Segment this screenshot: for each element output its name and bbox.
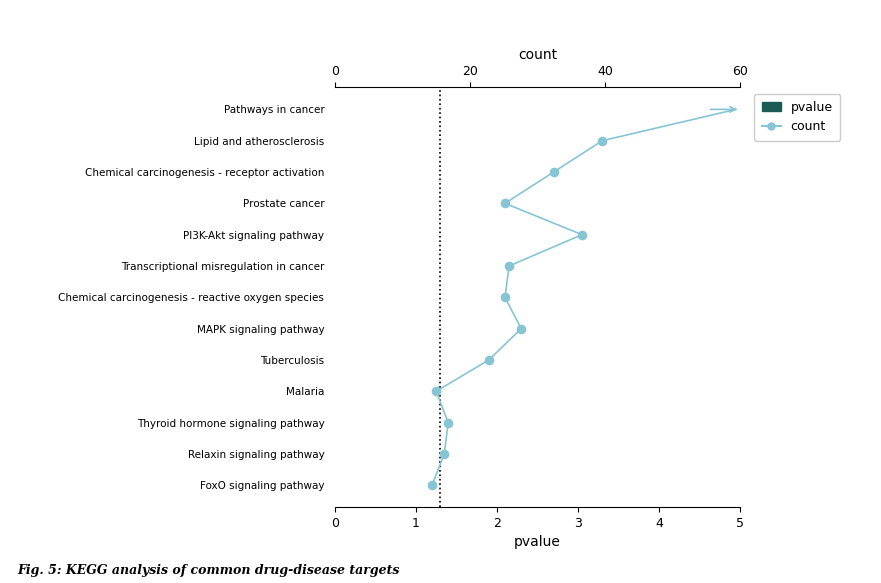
Point (575, 230, 589, 240)
Point (429, 387, 443, 396)
X-axis label: count: count (518, 48, 557, 62)
Point (596, 136, 610, 145)
Point (502, 261, 516, 271)
Point (425, 480, 439, 490)
Point (498, 199, 512, 208)
Point (437, 449, 451, 459)
Legend: pvalue, count: pvalue, count (754, 94, 840, 141)
Point (515, 324, 529, 333)
X-axis label: pvalue: pvalue (514, 536, 561, 550)
Point (441, 418, 455, 427)
Point (482, 355, 496, 364)
Point (546, 167, 560, 177)
Point (498, 293, 512, 302)
Text: Fig. 5: KEGG analysis of common drug-disease targets: Fig. 5: KEGG analysis of common drug-dis… (18, 564, 400, 577)
